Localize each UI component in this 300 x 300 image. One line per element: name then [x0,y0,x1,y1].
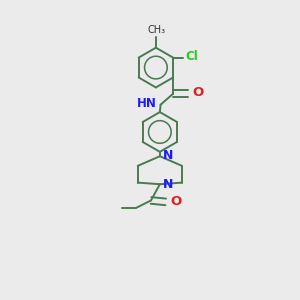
Text: N: N [163,149,173,162]
Text: HN: HN [137,98,157,110]
Text: Cl: Cl [186,50,198,63]
Text: O: O [170,195,182,208]
Text: CH₃: CH₃ [148,25,166,35]
Text: N: N [163,178,173,191]
Text: O: O [192,86,203,100]
